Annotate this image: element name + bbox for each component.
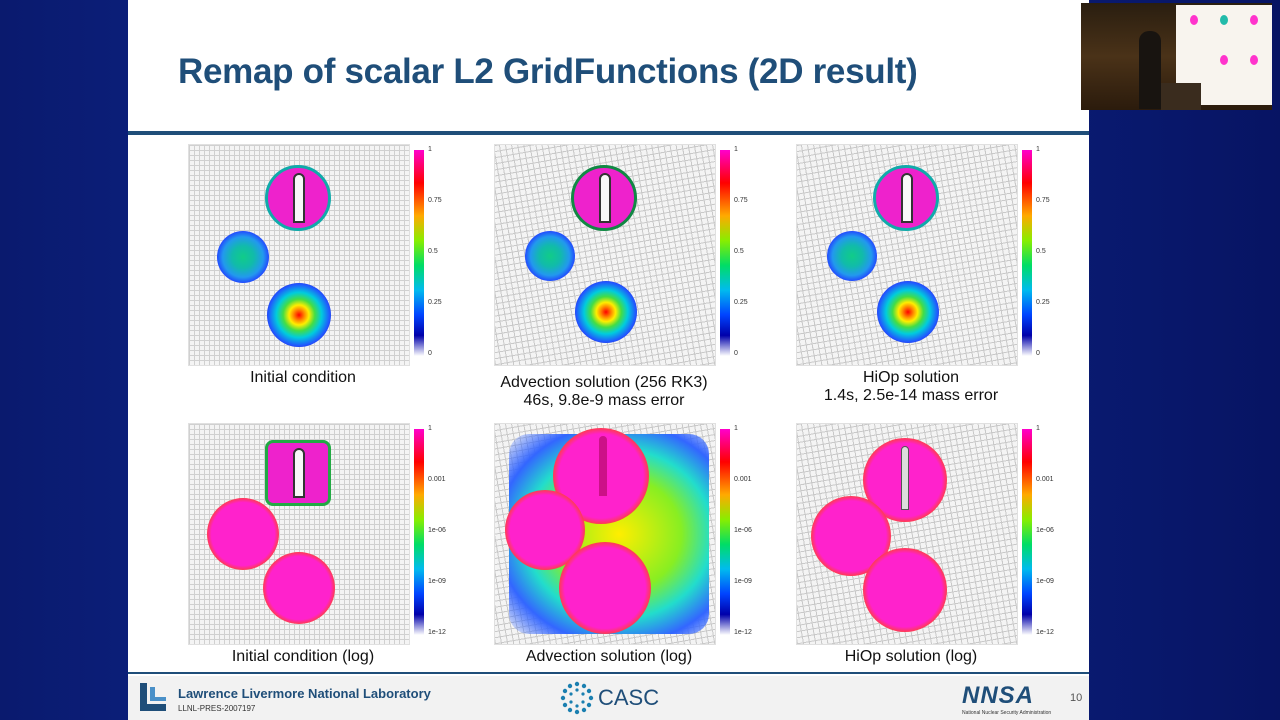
panel-initial: 1 0.75 0.5 0.25 0 xyxy=(188,144,448,374)
screen-blob xyxy=(1250,55,1258,65)
cone xyxy=(559,542,651,634)
caption-hiop: HiOp solution 1.4s, 2.5e-14 mass error xyxy=(796,369,1026,405)
plot-advection-log xyxy=(494,423,716,645)
smooth-hump xyxy=(217,231,269,283)
tick-label: 1e-06 xyxy=(428,527,446,534)
cone xyxy=(863,548,947,632)
caption-initial-log: Initial condition (log) xyxy=(231,648,375,665)
tick-label: 1e-09 xyxy=(1036,578,1054,585)
tick-label: 0.5 xyxy=(734,248,744,255)
tick-label: 1e-12 xyxy=(1036,629,1054,636)
panel-hiop-log: 1 0.001 1e-06 1e-09 1e-12 xyxy=(796,423,1056,653)
caption-line: Advection solution (256 RK3) xyxy=(500,374,708,391)
casc-label: CASC xyxy=(598,685,660,710)
nnsa-label: NNSA xyxy=(962,682,1035,709)
title-divider xyxy=(128,131,1089,135)
tick-label: 1e-12 xyxy=(734,629,752,636)
caption-hiop-log: HiOp solution (log) xyxy=(844,648,978,665)
llnl-logo-icon xyxy=(140,683,166,711)
tick-label: 0.75 xyxy=(1036,197,1050,204)
panel-advection: 1 0.75 0.5 0.25 0 xyxy=(494,144,754,374)
tick-label: 0.5 xyxy=(1036,248,1046,255)
colorbar xyxy=(720,429,730,635)
panel-initial-log: 1 0.001 1e-06 1e-09 1e-12 xyxy=(188,423,448,653)
tick-label: 1e-09 xyxy=(428,578,446,585)
screen-blob xyxy=(1250,15,1258,25)
smooth-hump xyxy=(525,231,575,281)
tick-label: 0.25 xyxy=(734,299,748,306)
casc-ring-icon xyxy=(560,681,594,715)
tick-label: 0 xyxy=(428,350,432,357)
smooth-hump xyxy=(207,498,279,570)
podium xyxy=(1161,83,1201,110)
disk-slot xyxy=(293,448,305,498)
tick-label: 1e-12 xyxy=(428,629,446,636)
tick-label: 1e-06 xyxy=(1036,527,1054,534)
colorbar xyxy=(1022,429,1032,635)
tick-label: 1 xyxy=(734,146,738,153)
screen-blob xyxy=(1220,15,1228,25)
cone xyxy=(263,552,335,624)
tick-label: 1e-06 xyxy=(734,527,752,534)
tick-label: 0.001 xyxy=(734,476,752,483)
slide: Remap of scalar L2 GridFunctions (2D res… xyxy=(128,0,1089,720)
lab-name: Lawrence Livermore National Laboratory xyxy=(178,686,431,701)
tick-label: 1 xyxy=(734,425,738,432)
footer-divider xyxy=(128,672,1089,674)
panel-hiop: 1 0.75 0.5 0.25 0 xyxy=(796,144,1056,374)
caption-initial: Initial condition xyxy=(250,369,356,386)
tick-label: 1 xyxy=(428,146,432,153)
page-number: 10 xyxy=(1070,692,1083,704)
speaker xyxy=(1139,31,1161,109)
disk-slot xyxy=(599,173,611,223)
tick-label: 0.5 xyxy=(428,248,438,255)
colorbar xyxy=(720,150,730,356)
caption-line: 46s, 9.8e-9 mass error xyxy=(523,392,685,409)
casc-logo: CASC xyxy=(560,680,659,716)
disk-slot xyxy=(599,436,607,496)
screen-blob xyxy=(1220,55,1228,65)
nnsa-logo: NNSA National Nuclear Security Administr… xyxy=(962,682,1051,716)
speaker-video-thumbnail xyxy=(1081,3,1272,110)
caption-advection-log: Advection solution (log) xyxy=(525,648,693,665)
tick-label: 1 xyxy=(428,425,432,432)
colorbar xyxy=(414,429,424,635)
tick-label: 0.001 xyxy=(428,476,446,483)
cone xyxy=(575,281,637,343)
tick-label: 1 xyxy=(1036,146,1040,153)
disk-slot xyxy=(293,173,305,223)
caption-line: HiOp solution xyxy=(862,369,960,386)
plot-advection xyxy=(494,144,716,366)
disk-slot xyxy=(901,446,909,510)
plot-hiop xyxy=(796,144,1018,366)
smooth-hump xyxy=(827,231,877,281)
tick-label: 0.001 xyxy=(1036,476,1054,483)
nnsa-subtitle: National Nuclear Security Administration xyxy=(962,710,1052,716)
disk-slot xyxy=(901,173,913,223)
slide-title: Remap of scalar L2 GridFunctions (2D res… xyxy=(178,52,918,91)
plot-hiop-log xyxy=(796,423,1018,645)
panel-advection-log: 1 0.001 1e-06 1e-09 1e-12 xyxy=(494,423,754,653)
caption-line: 1.4s, 2.5e-14 mass error xyxy=(823,387,999,404)
cone xyxy=(877,281,939,343)
document-id: LLNL-PRES-2007197 xyxy=(178,704,256,713)
plot-initial xyxy=(188,144,410,366)
tick-label: 0 xyxy=(1036,350,1040,357)
screen-blob xyxy=(1190,15,1198,25)
tick-label: 0.25 xyxy=(1036,299,1050,306)
tick-label: 0.75 xyxy=(428,197,442,204)
tick-label: 0.75 xyxy=(734,197,748,204)
tick-label: 0 xyxy=(734,350,738,357)
tick-label: 0.25 xyxy=(428,299,442,306)
tick-label: 1 xyxy=(1036,425,1040,432)
plot-initial-log xyxy=(188,423,410,645)
colorbar xyxy=(1022,150,1032,356)
cone xyxy=(267,283,331,347)
slide-footer: Lawrence Livermore National Laboratory L… xyxy=(128,676,1089,720)
tick-label: 1e-09 xyxy=(734,578,752,585)
colorbar xyxy=(414,150,424,356)
caption-advection: Advection solution (256 RK3) 46s, 9.8e-9… xyxy=(484,374,724,410)
